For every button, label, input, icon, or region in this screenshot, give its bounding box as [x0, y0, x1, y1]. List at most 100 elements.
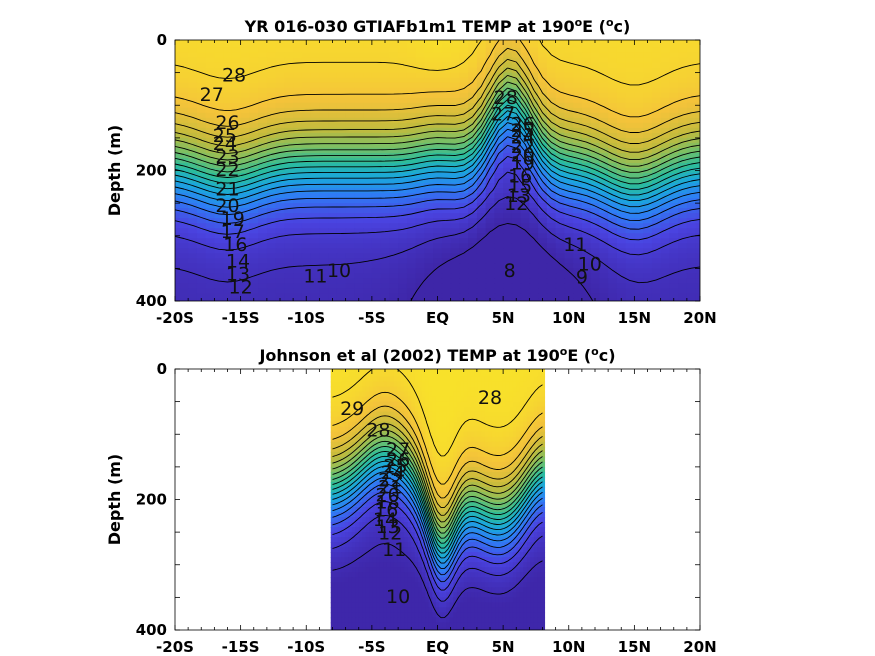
field-cell	[249, 298, 259, 301]
field-cell	[390, 481, 395, 488]
field-cell	[284, 47, 294, 54]
field-cell	[511, 203, 522, 209]
field-cell	[310, 40, 321, 44]
field-cell	[660, 263, 671, 270]
field-cell	[214, 72, 224, 79]
field-cell	[686, 288, 697, 295]
field-cell	[503, 127, 513, 134]
field-cell	[205, 178, 216, 184]
field-cell	[467, 386, 472, 393]
field-cell	[634, 92, 644, 99]
field-cell	[205, 67, 216, 74]
field-cell	[625, 278, 636, 285]
field-cell	[477, 441, 483, 448]
field-cell	[418, 486, 423, 493]
field-cell	[310, 107, 321, 114]
field-cell	[223, 102, 233, 109]
field-cell	[188, 258, 198, 265]
field-cell	[485, 193, 496, 199]
field-cell	[386, 476, 392, 483]
field-cell	[275, 132, 286, 139]
field-cell	[599, 203, 609, 209]
field-cell	[463, 416, 469, 423]
field-cell	[400, 411, 406, 418]
field-cell	[599, 208, 609, 214]
field-cell	[301, 178, 312, 184]
field-cell	[530, 416, 535, 423]
field-cell	[526, 371, 532, 378]
field-cell	[453, 481, 458, 488]
field-cell	[421, 466, 427, 473]
field-cell	[616, 253, 627, 260]
field-cell	[424, 167, 434, 174]
field-cell	[380, 258, 391, 265]
field-cell	[520, 152, 531, 159]
field-cell	[616, 293, 627, 300]
field-cell	[555, 42, 566, 49]
field-cell	[468, 62, 478, 69]
field-cell	[651, 208, 662, 214]
field-cell	[393, 376, 399, 383]
field-cell	[441, 92, 452, 99]
field-cell	[406, 162, 417, 169]
field-cell	[485, 203, 496, 209]
field-cell	[406, 183, 417, 189]
field-cell	[266, 203, 277, 209]
field-cell	[179, 173, 189, 179]
field-cell	[463, 386, 469, 393]
field-cell	[284, 243, 294, 250]
field-cell	[446, 406, 451, 413]
field-cell	[231, 77, 242, 84]
field-cell	[651, 162, 662, 169]
field-cell	[371, 238, 382, 245]
field-cell	[205, 47, 216, 54]
field-cell	[355, 376, 360, 383]
field-cell	[205, 112, 216, 119]
field-cell	[380, 167, 391, 174]
field-cell	[459, 218, 469, 224]
field-cell	[555, 228, 566, 235]
field-cell	[441, 193, 452, 199]
field-cell	[669, 57, 679, 64]
field-cell	[555, 273, 566, 280]
field-cell	[319, 273, 329, 280]
field-cell	[459, 213, 469, 219]
field-cell	[310, 273, 321, 280]
field-cell	[509, 381, 514, 388]
field-cell	[511, 102, 522, 109]
field-cell	[407, 369, 413, 373]
field-cell	[538, 248, 548, 255]
field-cell	[463, 461, 469, 468]
field-cell	[616, 183, 627, 189]
field-cell	[509, 376, 514, 383]
field-cell	[336, 147, 347, 154]
field-cell	[348, 441, 353, 448]
field-cell	[678, 238, 688, 245]
field-cell	[476, 223, 487, 230]
field-cell	[529, 203, 539, 209]
field-cell	[258, 62, 268, 69]
field-cell	[459, 293, 469, 300]
field-cell	[188, 152, 198, 159]
field-cell	[695, 293, 700, 300]
field-cell	[463, 411, 469, 418]
field-cell	[175, 167, 181, 174]
field-cell	[240, 162, 251, 169]
field-cell	[397, 486, 402, 493]
field-cell	[433, 107, 443, 114]
field-cell	[175, 248, 181, 255]
field-cell	[414, 486, 420, 493]
field-cell	[519, 426, 525, 433]
field-cell	[425, 451, 430, 458]
field-cell	[643, 298, 653, 301]
field-cell	[266, 137, 277, 144]
field-cell	[371, 203, 382, 209]
field-cell	[231, 223, 242, 230]
field-cell	[530, 441, 535, 448]
field-cell	[369, 481, 374, 488]
field-cell	[310, 173, 321, 179]
field-cell	[319, 77, 329, 84]
field-cell	[590, 162, 601, 169]
field-cell	[468, 173, 478, 179]
field-cell	[371, 218, 382, 224]
